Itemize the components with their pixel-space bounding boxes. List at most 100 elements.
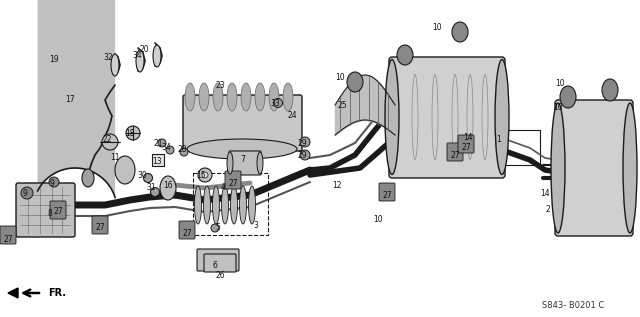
Ellipse shape (153, 45, 161, 67)
Text: S843- B0201 C: S843- B0201 C (542, 301, 604, 309)
Text: 9: 9 (22, 189, 28, 197)
FancyBboxPatch shape (50, 201, 66, 219)
Ellipse shape (257, 152, 263, 174)
Text: 10: 10 (335, 73, 345, 81)
Text: 27: 27 (182, 229, 192, 237)
FancyBboxPatch shape (0, 226, 16, 244)
Ellipse shape (397, 45, 413, 65)
Ellipse shape (273, 99, 282, 107)
Ellipse shape (150, 187, 159, 197)
Text: 34: 34 (161, 144, 171, 152)
Bar (193, 173, 268, 235)
Text: 17: 17 (65, 95, 75, 105)
Text: 7: 7 (241, 156, 245, 165)
Text: 5: 5 (216, 223, 220, 232)
Text: 23: 23 (215, 81, 225, 89)
Ellipse shape (166, 146, 174, 154)
Text: 27: 27 (450, 151, 460, 159)
Text: 26: 26 (215, 270, 225, 280)
Ellipse shape (452, 22, 468, 42)
Ellipse shape (551, 103, 565, 233)
FancyBboxPatch shape (225, 171, 241, 189)
Bar (152, 154, 164, 166)
Ellipse shape (187, 139, 297, 159)
Text: 6: 6 (212, 261, 218, 269)
Text: 29: 29 (297, 139, 307, 147)
Text: 1: 1 (497, 135, 501, 145)
Text: 19: 19 (49, 55, 59, 64)
Text: 32: 32 (103, 54, 113, 62)
FancyBboxPatch shape (379, 183, 395, 201)
Ellipse shape (180, 148, 188, 156)
FancyBboxPatch shape (183, 95, 302, 151)
Ellipse shape (195, 186, 202, 224)
FancyBboxPatch shape (229, 151, 261, 175)
Ellipse shape (623, 103, 637, 233)
Text: 25: 25 (337, 100, 347, 109)
FancyBboxPatch shape (92, 216, 108, 234)
Ellipse shape (385, 60, 399, 174)
Ellipse shape (255, 83, 265, 111)
Text: 27: 27 (95, 223, 105, 232)
Text: 4: 4 (221, 183, 225, 191)
Ellipse shape (158, 139, 166, 147)
Text: 28: 28 (177, 146, 187, 154)
Text: 16: 16 (163, 180, 173, 190)
Ellipse shape (230, 186, 237, 224)
Ellipse shape (560, 86, 576, 108)
Ellipse shape (213, 83, 223, 111)
Ellipse shape (204, 186, 211, 224)
Text: 11: 11 (110, 153, 120, 163)
Ellipse shape (185, 83, 195, 111)
Text: FR.: FR. (48, 288, 66, 298)
FancyBboxPatch shape (204, 254, 236, 272)
Ellipse shape (269, 83, 279, 111)
Ellipse shape (198, 168, 212, 182)
FancyBboxPatch shape (197, 249, 239, 271)
Ellipse shape (495, 60, 509, 174)
Ellipse shape (202, 172, 208, 178)
Text: 8: 8 (47, 209, 52, 217)
Text: 27: 27 (53, 208, 63, 217)
Ellipse shape (239, 186, 246, 224)
FancyBboxPatch shape (179, 221, 195, 239)
Text: 34: 34 (132, 50, 142, 60)
Ellipse shape (221, 186, 228, 224)
Ellipse shape (102, 134, 118, 150)
Text: 10: 10 (553, 103, 563, 113)
Ellipse shape (283, 83, 293, 111)
Ellipse shape (199, 83, 209, 111)
Text: 2: 2 (546, 205, 550, 215)
FancyBboxPatch shape (555, 100, 633, 236)
Ellipse shape (82, 169, 94, 187)
Ellipse shape (602, 79, 618, 101)
Text: 27: 27 (382, 191, 392, 199)
Ellipse shape (241, 83, 251, 111)
Text: 27: 27 (3, 236, 13, 244)
Text: 10: 10 (373, 216, 383, 224)
Ellipse shape (227, 83, 237, 111)
Text: 18: 18 (125, 128, 135, 138)
Ellipse shape (211, 224, 219, 232)
Ellipse shape (160, 176, 176, 200)
Text: 20: 20 (139, 46, 149, 55)
Text: 29: 29 (297, 151, 307, 159)
Ellipse shape (300, 150, 310, 160)
Ellipse shape (49, 177, 59, 187)
FancyBboxPatch shape (458, 135, 474, 153)
Text: 22: 22 (102, 135, 112, 145)
Text: 31: 31 (146, 184, 156, 192)
Text: 21: 21 (153, 139, 163, 147)
Text: 27: 27 (461, 144, 471, 152)
Text: 3: 3 (253, 221, 259, 230)
Text: 10: 10 (432, 23, 442, 31)
Text: 33: 33 (270, 99, 280, 107)
FancyBboxPatch shape (447, 143, 463, 161)
Ellipse shape (143, 173, 152, 183)
Ellipse shape (347, 72, 363, 92)
Text: 10: 10 (555, 79, 565, 87)
Ellipse shape (227, 152, 233, 174)
Polygon shape (8, 288, 18, 298)
FancyBboxPatch shape (16, 183, 75, 237)
Ellipse shape (115, 156, 135, 184)
